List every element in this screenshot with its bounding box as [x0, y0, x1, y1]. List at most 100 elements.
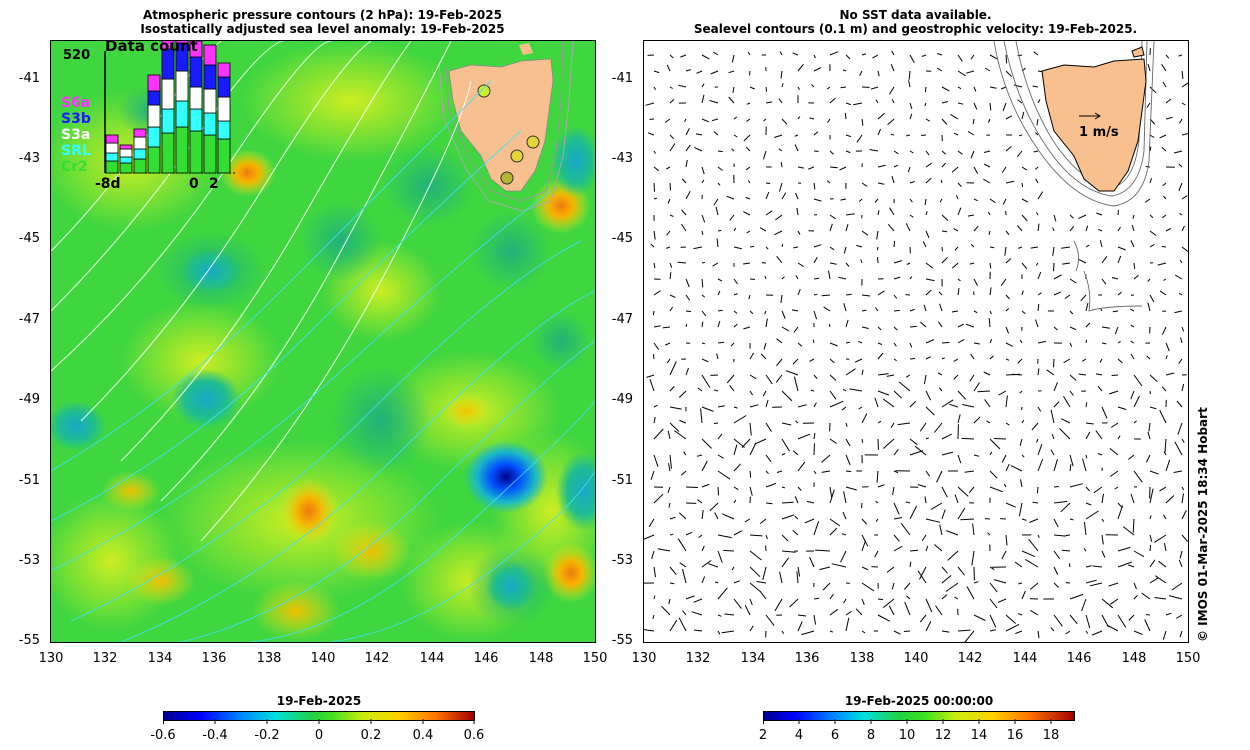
velocity-arrow — [909, 401, 916, 408]
velocity-arrow — [829, 518, 841, 527]
velocity-arrow — [710, 70, 719, 75]
velocity-arrow — [989, 438, 1001, 450]
velocity-arrow — [1179, 118, 1183, 124]
velocity-arrow — [1005, 258, 1012, 264]
velocity-arrow — [909, 102, 913, 110]
velocity-arrow — [1157, 262, 1167, 266]
velocity-arrow — [921, 134, 927, 136]
velocity-arrow — [701, 483, 710, 488]
velocity-arrow — [746, 230, 751, 234]
velocity-arrow — [876, 246, 879, 251]
velocity-arrow — [781, 118, 788, 125]
velocity-arrow — [785, 370, 799, 376]
velocity-arrow — [998, 390, 1007, 396]
velocity-arrow — [909, 505, 918, 520]
velocity-arrow — [843, 491, 847, 504]
velocity-arrow — [797, 86, 800, 90]
velocity-arrow — [845, 368, 856, 376]
velocity-arrow — [685, 190, 691, 200]
velocity-arrow — [743, 326, 751, 330]
velocity-arrow — [683, 451, 687, 456]
scale-label: 1 m/s — [1079, 125, 1119, 140]
velocity-arrow — [893, 260, 903, 264]
histogram-bar-segment — [203, 88, 217, 114]
velocity-arrow — [1147, 302, 1151, 312]
velocity-arrow — [1069, 614, 1078, 625]
histogram-bar-segment — [203, 64, 217, 90]
left-ytick: -55 — [18, 633, 40, 648]
velocity-arrow — [726, 374, 735, 384]
velocity-arrow — [925, 289, 932, 296]
velocity-arrow — [1179, 259, 1183, 264]
velocity-arrow — [983, 150, 991, 153]
velocity-arrow — [1112, 310, 1119, 313]
velocity-arrow — [669, 294, 676, 298]
velocity-arrow — [957, 207, 962, 216]
velocity-arrow — [1053, 401, 1060, 408]
velocity-arrow — [756, 581, 767, 584]
velocity-arrow — [1069, 518, 1074, 521]
velocity-arrow — [793, 376, 799, 392]
velocity-arrow — [697, 499, 703, 504]
velocity-arrow — [682, 610, 687, 616]
velocity-arrow — [1131, 224, 1135, 232]
velocity-arrow — [765, 318, 768, 328]
velocity-arrow — [1165, 54, 1170, 59]
velocity-arrow — [874, 198, 879, 203]
velocity-arrow — [1017, 225, 1023, 232]
velocity-arrow — [941, 509, 946, 520]
velocity-arrow — [762, 390, 767, 397]
velocity-arrow — [653, 150, 656, 154]
histogram-bar-segment — [147, 146, 161, 174]
velocity-arrow — [821, 470, 831, 473]
left-ytick: -49 — [18, 392, 40, 407]
velocity-arrow — [813, 521, 820, 536]
velocity-arrow — [876, 230, 879, 240]
velocity-arrow — [648, 518, 655, 528]
velocity-arrow — [861, 182, 868, 187]
left-cb-tick: -0.2 — [254, 728, 280, 743]
velocity-arrow — [891, 175, 895, 184]
velocity-arrow — [890, 64, 895, 72]
velocity-arrow — [1069, 310, 1074, 315]
velocity-arrow — [1149, 214, 1154, 219]
velocity-arrow — [712, 262, 719, 267]
velocity-arrow — [953, 358, 959, 362]
velocity-arrow — [776, 470, 783, 473]
velocity-arrow — [1018, 502, 1023, 517]
velocity-arrow — [1181, 486, 1185, 491]
histogram-bar-segment — [175, 70, 189, 102]
velocity-arrow — [1149, 374, 1158, 383]
velocity-arrow — [1082, 458, 1087, 472]
velocity-arrow — [987, 532, 991, 536]
histogram-bar-segment — [105, 142, 119, 154]
velocity-arrow — [904, 601, 911, 616]
velocity-arrow — [882, 398, 895, 408]
velocity-arrow — [749, 310, 754, 315]
velocity-arrow — [696, 454, 703, 457]
velocity-arrow — [776, 338, 783, 344]
velocity-arrow — [781, 326, 790, 332]
velocity-arrow — [1173, 150, 1183, 154]
velocity-arrow — [1101, 278, 1107, 285]
velocity-arrow — [1149, 544, 1152, 552]
velocity-arrow — [941, 399, 954, 408]
velocity-arrow — [925, 118, 930, 122]
velocity-arrow — [653, 262, 656, 269]
histogram-bar-segment — [161, 108, 175, 134]
velocity-arrow — [1069, 464, 1072, 472]
velocity-arrow — [693, 246, 703, 250]
velocity-arrow — [685, 531, 693, 536]
velocity-arrow — [794, 515, 799, 520]
velocity-arrow — [941, 630, 950, 633]
velocity-arrow — [989, 262, 992, 269]
velocity-arrow — [845, 341, 851, 344]
velocity-arrow — [924, 496, 927, 504]
velocity-arrow — [685, 486, 699, 488]
velocity-arrow — [973, 102, 978, 110]
velocity-arrow — [1069, 374, 1077, 381]
velocity-arrow — [717, 341, 725, 344]
velocity-arrow — [763, 118, 767, 122]
velocity-arrow — [760, 591, 767, 600]
velocity-arrow — [1021, 454, 1025, 458]
